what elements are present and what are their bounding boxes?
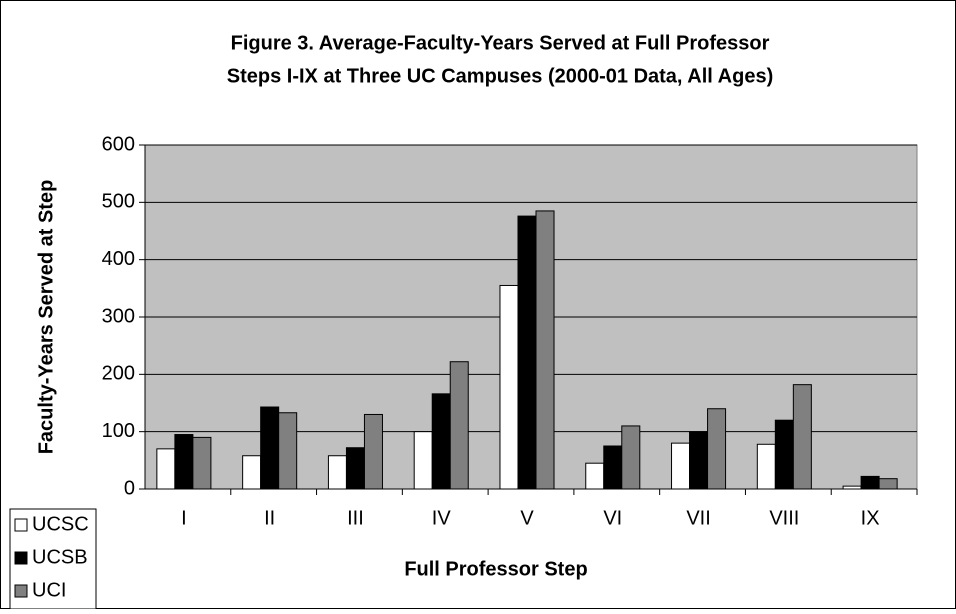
legend-swatch [14, 551, 28, 565]
bar [585, 462, 605, 490]
y-tick-label: 0 [124, 477, 135, 499]
x-tick-label: IX [861, 507, 880, 529]
y-tick-label: 400 [102, 248, 135, 270]
legend-swatch [14, 584, 28, 598]
legend-swatch [14, 518, 28, 532]
bar [499, 284, 519, 490]
bar [327, 455, 347, 490]
bar [603, 445, 623, 490]
bar [242, 455, 262, 490]
bar [756, 443, 776, 490]
x-tick-label: V [520, 507, 534, 529]
bar [671, 442, 691, 490]
bar [621, 425, 641, 490]
x-tick-label: VII [686, 507, 710, 529]
bar [878, 478, 898, 490]
bar [449, 361, 469, 490]
bar [860, 475, 880, 490]
bar [707, 408, 727, 490]
y-tick-label: 200 [102, 363, 135, 385]
chart-title: Figure 3. Average-Faculty-Years Served a… [231, 32, 770, 54]
x-tick-label: IV [432, 507, 452, 529]
bar [517, 215, 537, 490]
legend-label: UCI [32, 579, 66, 601]
x-tick-label: VI [603, 507, 622, 529]
bar [278, 412, 298, 490]
bar [174, 434, 194, 490]
bar [345, 447, 365, 490]
y-tick-label: 500 [102, 191, 135, 213]
bar [792, 384, 812, 490]
x-tick-label: I [181, 507, 187, 529]
bar [363, 413, 383, 490]
bar [842, 485, 862, 490]
bar [260, 406, 280, 490]
bar [413, 431, 433, 490]
bar [431, 393, 451, 490]
bar [774, 419, 794, 490]
legend-label: UCSB [32, 546, 88, 568]
bar [192, 436, 212, 490]
x-tick-label: III [347, 507, 364, 529]
y-axis-label: Faculty-Years Served at Step [35, 180, 57, 455]
y-tick-label: 300 [102, 305, 135, 327]
bar [535, 210, 555, 490]
x-axis-label: Full Professor Step [404, 558, 587, 580]
y-tick-label: 600 [102, 133, 135, 155]
legend-label: UCSC [32, 513, 89, 535]
bar [156, 448, 176, 490]
chart-title: Steps I-IX at Three UC Campuses (2000-01… [227, 65, 773, 87]
x-tick-label: VIII [769, 507, 799, 529]
y-tick-label: 100 [102, 420, 135, 442]
x-tick-label: II [264, 507, 275, 529]
bar [689, 431, 709, 490]
